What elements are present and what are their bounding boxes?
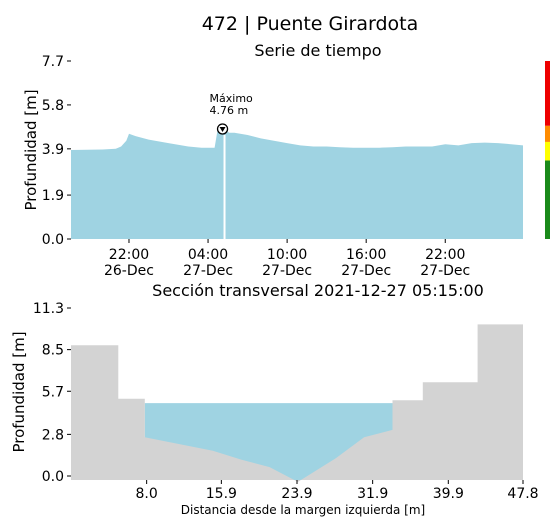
maximum-annotation: Máximo 4.76 m [210,92,254,135]
xtick-date: 27-Dec [183,263,233,279]
ytick-label: 5.8 [42,98,64,114]
maximum-label: Máximo [210,92,254,105]
maximum-value: 4.76 m [210,104,249,117]
xtick-label: 31.9 [357,486,388,502]
page-title: 472 | Puente Girardota [202,13,419,35]
xtick-time: 16:00 [346,247,386,263]
time-series-title: Serie de tiempo [254,41,381,60]
riverbed-profile [71,324,523,482]
cross-section-xticks: 8.0 15.9 23.9 31.9 39.9 47.8 [136,480,539,502]
xtick-label: 8.0 [136,486,158,502]
ytick-label: 7.7 [42,54,64,70]
xtick-label: 23.9 [281,486,312,502]
alert-level-bar [545,61,550,239]
ytick-label: 1.9 [42,188,64,204]
ytick-label: 0.0 [42,469,64,485]
ytick-label: 0.0 [42,232,64,248]
ytick-label: 5.7 [42,384,64,400]
time-series-ylabel: Profundidad [m] [22,89,40,210]
cross-section-ylabel: Profundidad [m] [10,331,28,452]
ytick-label: 3.9 [42,142,64,158]
alert-level-segment [545,125,550,142]
xtick-date: 26-Dec [104,263,154,279]
cross-section-xlabel: Distancia desde la margen izquierda [m] [181,503,425,517]
xtick-date: 27-Dec [262,263,312,279]
ytick-label: 11.3 [33,301,64,317]
alert-level-segment [545,141,550,161]
alert-level-segment [545,61,550,126]
cross-section-panel: Sección transversal 2021-12-27 05:15:00 … [10,281,539,517]
xtick-label: 47.8 [507,486,538,502]
ytick-label: 2.8 [42,427,64,443]
xtick-date: 27-Dec [341,263,391,279]
cross-section-title: Sección transversal 2021-12-27 05:15:00 [152,281,484,300]
alert-level-segment [545,160,550,239]
time-series-xticks: 22:0026-Dec04:0027-Dec10:0027-Dec16:0027… [104,239,470,279]
cross-section-yticks: 0.0 2.8 5.7 8.5 11.3 [33,301,71,485]
xtick-label: 15.9 [206,486,237,502]
xtick-time: 10:00 [267,247,307,263]
xtick-time: 22:00 [425,247,465,263]
ytick-label: 8.5 [42,343,64,359]
xtick-time: 04:00 [188,247,228,263]
time-series-panel: Serie de tiempo Profundidad [m] 0.0 1.9 3.… [22,41,550,279]
xtick-date: 27-Dec [420,263,470,279]
maximum-triangle-icon [219,126,226,132]
xtick-time: 22:00 [109,247,149,263]
time-series-yticks: 0.0 1.9 3.9 5.8 7.7 [42,54,71,248]
xtick-label: 39.9 [433,486,464,502]
depth-series-area [71,129,523,239]
